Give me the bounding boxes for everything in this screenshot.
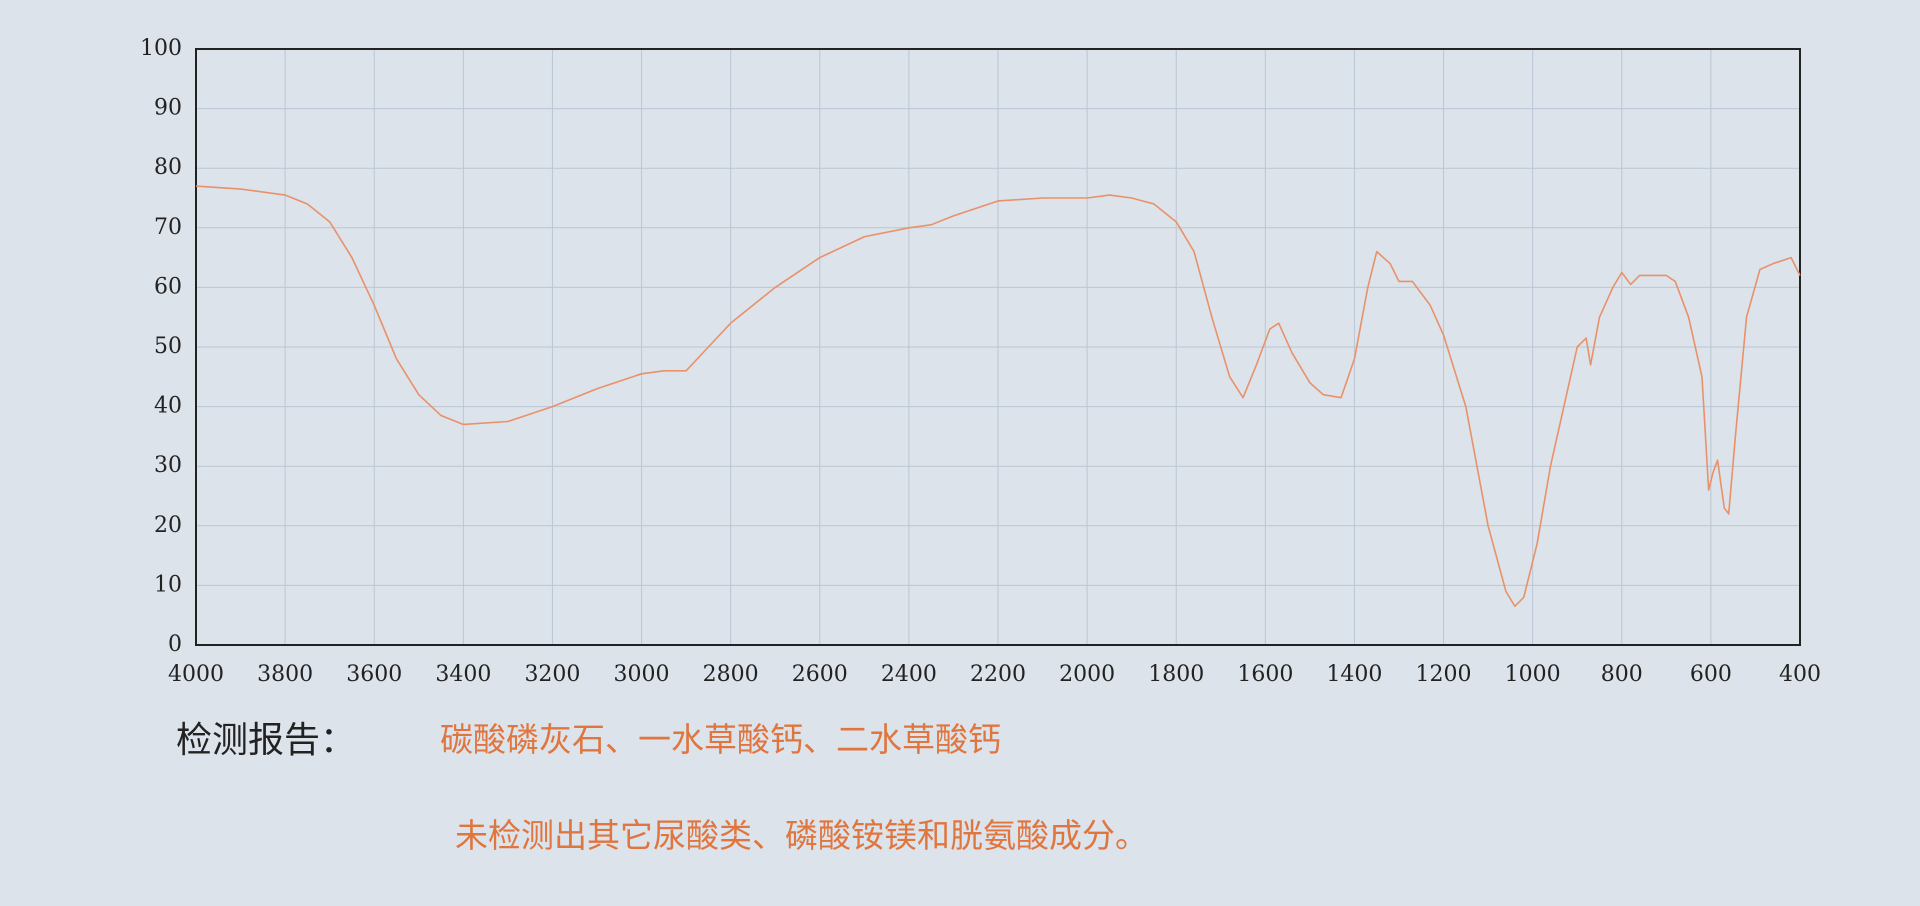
x-tick-label: 3000 — [614, 662, 670, 687]
x-tick-label: 600 — [1690, 662, 1732, 687]
x-tick-label: 2400 — [881, 662, 937, 687]
report-line: 未检测出其它尿酸类、磷酸铵镁和胱氨酸成分。 — [455, 816, 1148, 855]
y-tick-label: 30 — [154, 453, 182, 478]
x-tick-label: 2200 — [970, 662, 1026, 687]
x-tick-label: 1200 — [1416, 662, 1472, 687]
y-tick-label: 80 — [154, 155, 182, 180]
y-tick-label: 50 — [154, 334, 182, 359]
y-tick-label: 20 — [154, 513, 182, 538]
x-tick-label: 400 — [1779, 662, 1821, 687]
x-tick-label: 1600 — [1237, 662, 1293, 687]
y-tick-label: 10 — [154, 572, 182, 597]
x-tick-label: 800 — [1601, 662, 1643, 687]
x-tick-label: 4000 — [168, 662, 224, 687]
y-tick-label: 90 — [154, 96, 182, 121]
x-tick-label: 1800 — [1148, 662, 1204, 687]
spectrum-line — [195, 185, 1801, 608]
x-tick-label: 3400 — [435, 662, 491, 687]
x-tick-label: 3800 — [257, 662, 313, 687]
y-tick-label: 60 — [154, 274, 182, 299]
y-tick-label: 100 — [140, 36, 182, 61]
x-tick-label: 1400 — [1326, 662, 1382, 687]
x-tick-label: 2600 — [792, 662, 848, 687]
x-tick-label: 1000 — [1505, 662, 1561, 687]
x-tick-label: 3600 — [346, 662, 402, 687]
report-label: 检测报告： — [176, 720, 356, 761]
report-line: 碳酸磷灰石、一水草酸钙、二水草酸钙 — [440, 720, 1001, 759]
y-tick-label: 0 — [168, 632, 182, 657]
y-tick-label: 70 — [154, 215, 182, 240]
y-tick-label: 40 — [154, 394, 182, 419]
x-tick-label: 2000 — [1059, 662, 1115, 687]
plot-frame — [195, 48, 1801, 646]
x-tick-label: 2800 — [703, 662, 759, 687]
x-tick-label: 3200 — [524, 662, 580, 687]
